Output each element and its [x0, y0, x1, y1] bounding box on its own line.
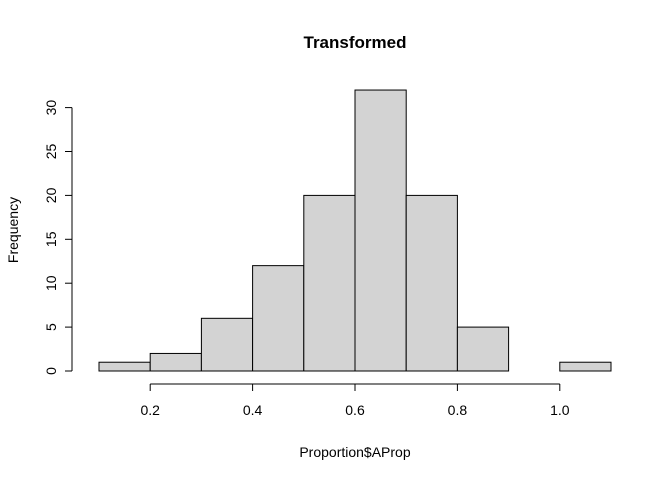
x-tick-label-2: 0.6 — [345, 402, 365, 418]
histogram-bar-3 — [252, 265, 305, 372]
histogram-bar-7 — [456, 326, 510, 372]
y-tick-label-0: 0 — [43, 367, 59, 375]
chart-title: Transformed — [304, 33, 407, 52]
y-tick-label-6: 30 — [43, 100, 59, 116]
histogram-bar-6 — [405, 194, 458, 372]
y-tick-label-5: 25 — [43, 144, 59, 160]
histogram-bar-0 — [98, 361, 151, 372]
y-tick-label-2: 10 — [43, 275, 59, 291]
histogram-bar-5 — [354, 89, 407, 372]
y-tick-label-4: 20 — [43, 187, 59, 203]
histogram-bar-4 — [303, 194, 356, 372]
histogram-bar-2 — [200, 317, 254, 372]
x-tick-label-0: 0.2 — [140, 402, 160, 418]
y-axis-label: Frequency — [5, 197, 21, 263]
histogram-bar-9 — [559, 361, 612, 372]
y-tick-label-3: 15 — [43, 231, 59, 247]
x-tick-label-1: 0.4 — [243, 402, 263, 418]
histogram-bar-1 — [149, 352, 202, 372]
y-tick-label-1: 5 — [43, 323, 59, 331]
x-axis-label: Proportion$AProp — [299, 444, 411, 460]
bars-group — [98, 89, 612, 372]
x-tick-label-4: 1.0 — [550, 402, 570, 418]
x-axis: 0.2 0.4 0.6 0.8 1.0 — [140, 383, 570, 418]
x-tick-label-3: 0.8 — [448, 402, 468, 418]
y-axis: 0 5 10 15 20 25 30 — [43, 100, 73, 375]
